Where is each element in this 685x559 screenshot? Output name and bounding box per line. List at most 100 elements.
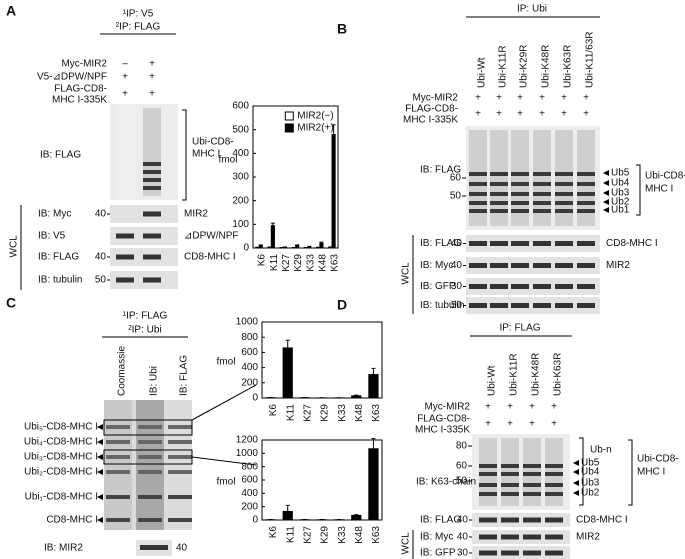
- band: [168, 495, 192, 499]
- band: [533, 241, 551, 246]
- band: [490, 241, 508, 246]
- bar: [351, 395, 362, 399]
- y-tick-label: 0: [243, 243, 249, 254]
- connector: [191, 384, 257, 421]
- band: [511, 284, 529, 289]
- mw-marker: 40: [95, 209, 107, 220]
- band: [523, 483, 541, 487]
- band: [469, 192, 487, 196]
- arrowhead: [603, 207, 609, 213]
- mw-marker: 50: [456, 476, 468, 487]
- ib-label: IB: FLAG: [420, 238, 461, 249]
- lane-label: Ubi-K63R: [563, 45, 574, 88]
- bar: [368, 374, 379, 399]
- lane: [104, 400, 132, 530]
- ib-label: IB: Myc: [38, 209, 71, 220]
- blot: [472, 546, 570, 559]
- band: [523, 517, 541, 523]
- mw-marker: 60: [450, 173, 462, 184]
- y-tick-label: 800: [241, 461, 258, 472]
- band-label: Ubi₄-CD8-MHC I: [24, 437, 98, 448]
- band: [469, 263, 487, 268]
- band-label: CD8-MHC I: [606, 238, 658, 249]
- error-bar: [371, 438, 376, 449]
- lane-label: Ubi-K11R: [498, 45, 509, 88]
- mw-marker: 40: [95, 252, 107, 263]
- ub-label: Ub3: [581, 478, 600, 489]
- y-axis-label: fmol: [219, 155, 238, 166]
- band: [555, 182, 573, 186]
- band: [490, 192, 508, 196]
- lane-label: IB: FLAG: [179, 355, 190, 396]
- band: [138, 518, 162, 522]
- band-label: Ubi-CD8-: [637, 454, 679, 465]
- sign: +: [496, 109, 502, 120]
- lane: [136, 400, 164, 530]
- x-tick-label: K63: [371, 404, 382, 422]
- x-tick-label: K33: [337, 404, 348, 422]
- bar: [282, 510, 293, 521]
- bar: [270, 225, 275, 249]
- x-tick-label: K6: [268, 404, 279, 417]
- ib-label: IB: FLAG: [420, 515, 461, 526]
- sign: +: [551, 402, 557, 413]
- legend-label: MIR2(−): [297, 111, 333, 122]
- band: [479, 550, 497, 556]
- band: [577, 172, 595, 176]
- bracket: [579, 437, 584, 506]
- sign: +: [529, 419, 535, 430]
- band: [469, 182, 487, 186]
- band: [490, 263, 508, 268]
- band: [501, 472, 519, 476]
- wcl-label: WCL: [401, 262, 412, 285]
- ib-label: IB: Myc: [420, 532, 453, 543]
- sign: +: [539, 109, 545, 120]
- ib-label: IB: MIR2: [44, 543, 83, 554]
- lane-label: Ubi-K11/63R: [585, 31, 596, 88]
- ib-label: IB: tubulin: [420, 300, 464, 311]
- error-bar: [258, 244, 263, 246]
- band: [106, 470, 130, 474]
- band-label: Ubi-CD8-: [645, 171, 685, 182]
- lane-label: Ubi-Wt: [487, 365, 498, 396]
- band: [479, 483, 497, 487]
- x-tick-label: K6: [268, 526, 279, 539]
- error-bar: [270, 222, 275, 226]
- y-tick-label: 600: [232, 101, 249, 112]
- band: [577, 263, 595, 268]
- ub-label: Ub3: [611, 188, 630, 199]
- band: [511, 241, 529, 246]
- error-bar: [285, 504, 290, 512]
- error-bar: [371, 367, 376, 375]
- x-tick-label: K29: [320, 404, 331, 422]
- band: [501, 534, 519, 540]
- ib-label: IB: Myc: [420, 260, 453, 271]
- band: [490, 182, 508, 186]
- y-tick-label: 1000: [236, 448, 259, 459]
- band: [501, 483, 519, 487]
- band: [511, 172, 529, 176]
- band: [555, 201, 573, 205]
- sign: +: [551, 419, 557, 430]
- blot: [472, 513, 570, 527]
- mw-marker: 30: [451, 281, 463, 292]
- arrowhead: [573, 460, 579, 466]
- band: [555, 241, 573, 246]
- y-axis-label: fmol: [217, 477, 236, 488]
- band: [555, 172, 573, 176]
- arrowhead: [97, 454, 103, 460]
- ib-label: IB: GFP: [420, 548, 456, 559]
- y-tick-label: 0: [252, 393, 258, 404]
- mw-marker: 40: [451, 260, 463, 271]
- band: [143, 178, 161, 182]
- band: [138, 440, 162, 444]
- panel-letter: A: [6, 3, 16, 19]
- lane-label: Ubi-K63R: [553, 353, 564, 396]
- arrowhead: [97, 439, 103, 445]
- ip-label: ²IP: Ubi: [128, 325, 161, 336]
- band: [140, 545, 168, 550]
- band: [533, 284, 551, 289]
- band: [523, 534, 541, 540]
- y-tick-label: 200: [241, 501, 258, 512]
- smear: [143, 108, 161, 196]
